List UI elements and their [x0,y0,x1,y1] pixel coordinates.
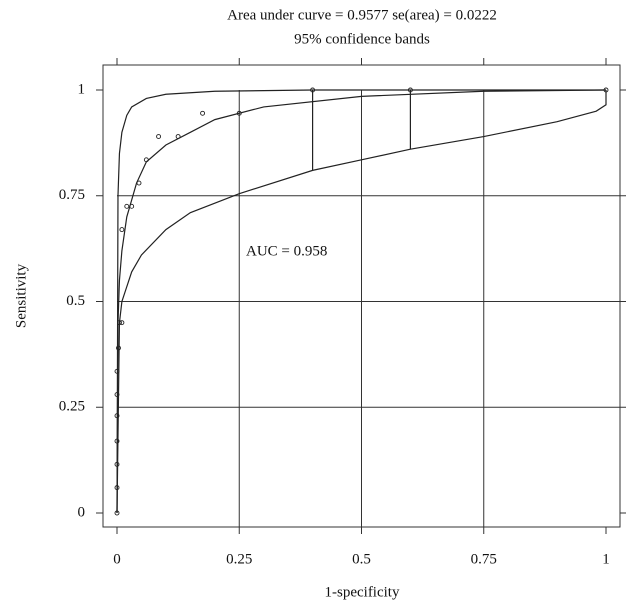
y-tick-label: 0.5 [66,293,85,309]
roc-point [124,203,130,209]
chart-subtitle: 95% confidence bands [294,31,430,47]
roc-curve [116,89,606,514]
x-tick-label: 0.5 [352,551,371,567]
y-axis-label: Sensitivity [13,263,29,328]
chart-title: Area under curve = 0.9577 se(area) = 0.0… [227,7,497,23]
roc-point [119,227,125,233]
y-tick-label: 0.75 [59,187,85,203]
roc-curve [312,90,411,171]
x-tick-label: 0.25 [226,551,252,567]
roc-point [116,345,121,351]
roc-point [156,134,162,139]
x-tick-label: 0.75 [471,551,497,567]
y-tick-label: 0.25 [59,399,85,415]
roc-point [200,110,206,116]
roc-curve [116,89,607,514]
x-tick-label: 1 [602,551,610,567]
y-tick-label: 0 [78,504,86,520]
x-tick-label: 0 [113,551,121,567]
x-axis-label: 1-specificity [325,584,400,600]
y-tick-label: 1 [78,81,86,97]
roc-curve [116,90,607,514]
annotation: AUC = 0.958 [246,243,327,259]
